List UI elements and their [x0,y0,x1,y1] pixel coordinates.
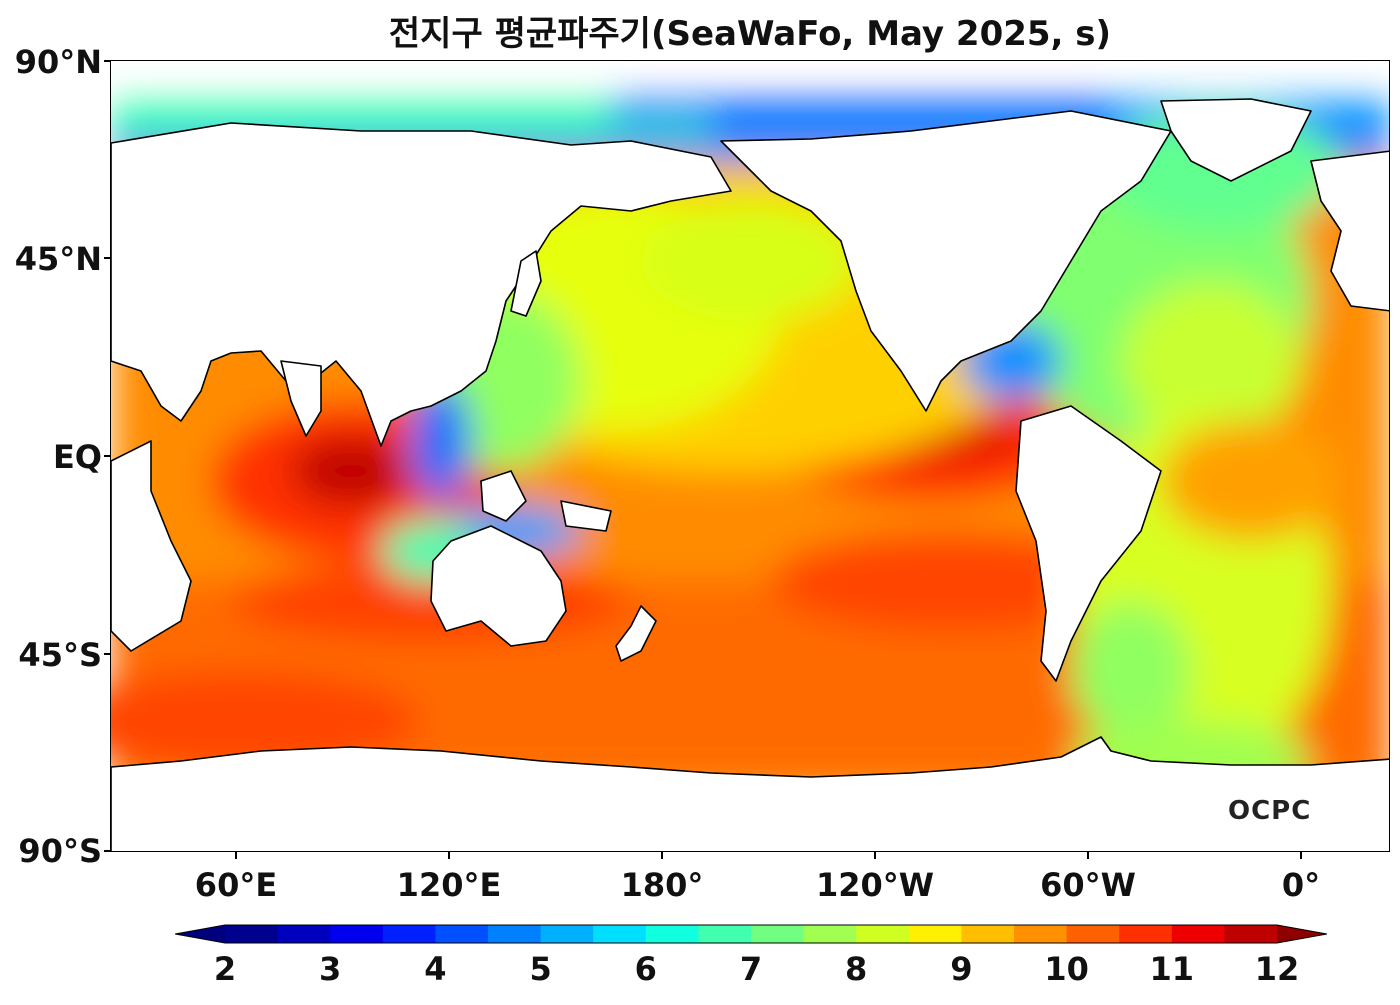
north-america [720,110,1172,412]
lon-tick [874,852,876,859]
colorbar-segment [225,925,279,943]
colorbar-segment [277,925,331,943]
lat-label-90n: 90°N [14,43,102,81]
lon-label-0: 0° [1281,866,1321,904]
new-guinea [560,500,612,532]
ocpc-logo: OCPC [1228,796,1312,826]
australia [430,525,567,647]
lon-label-120w: 120°W [815,866,935,904]
greenland [1160,98,1312,182]
colorbar-segment [382,925,436,943]
map-canvas [111,98,1389,851]
colorbar-segment [540,925,594,943]
lat-label-45s: 45°S [18,636,102,674]
lon-label-180: 180° [620,866,704,904]
lon-label-60e: 60°E [194,866,278,904]
colorbar-segments [175,924,1327,944]
colorbar-tick-label: 12 [1254,950,1300,988]
eurasia-africa [111,122,732,447]
colorbar-tick-label: 10 [1044,950,1089,988]
colorbar-segment [803,925,857,943]
lat-label-90s: 90°S [18,832,102,870]
colorbar-tick-label: 8 [845,950,868,988]
colorbar-tick-label: 2 [213,950,237,988]
land-masses [111,98,1389,851]
colorbar-segment [1014,925,1068,943]
lat-label-45n: 45°N [14,240,102,278]
colorbar-tick-label: 4 [424,950,447,988]
lat-tick [104,257,111,259]
lon-label-60w: 60°W [1040,866,1136,904]
colorbar-segment [435,925,489,943]
lon-tick [448,852,450,859]
colorbar-tick-label: 3 [319,950,342,988]
new-zealand [615,605,657,662]
colorbar-segment [1066,925,1120,943]
colorbar-tick-label: 7 [739,950,763,988]
lon-tick [1300,852,1302,859]
colorbar-segment [961,925,1015,943]
colorbar-segment [1119,925,1173,943]
colorbar-segment [856,925,910,943]
colorbar-tick-label: 9 [950,950,973,988]
lon-tick [661,852,663,859]
colorbar-segment [645,925,699,943]
colorbar-segment [330,925,384,943]
lat-tick [104,455,111,457]
colorbar-segment [698,925,752,943]
lon-tick [1087,852,1089,859]
south-america [1015,405,1162,682]
colorbar-tick-label: 11 [1149,950,1195,988]
colorbar-segment [1224,925,1278,943]
colorbar-segment [1171,925,1225,943]
colorbar-under-arrow [175,925,225,943]
map-title: 전지구 평균파주기(SeaWaFo, May 2025, s) [388,14,1112,54]
india [280,360,322,437]
lat-tick [104,850,111,852]
colorbar-segment [751,925,805,943]
lon-label-120e: 120°E [396,866,502,904]
europe [1310,150,1389,312]
lon-tick [235,852,237,859]
colorbar-segment [488,925,542,943]
colorbar-outline [175,924,1327,944]
wave-period-field [111,101,1389,801]
colorbar-over-arrow [1277,925,1327,943]
lat-tick [104,653,111,655]
japan [510,250,542,317]
colorbar-tick-label: 6 [634,950,657,988]
colorbar [175,924,1327,944]
antarctica [111,736,1389,851]
colorbar-segment [593,925,647,943]
africa [111,440,192,652]
borneo [480,470,527,522]
wave-period-map[interactable] [110,60,1390,852]
colorbar-segment [908,925,962,943]
lat-label-eq: EQ [52,438,102,476]
colorbar-tick-label: 5 [529,950,552,988]
lat-tick [104,60,111,62]
